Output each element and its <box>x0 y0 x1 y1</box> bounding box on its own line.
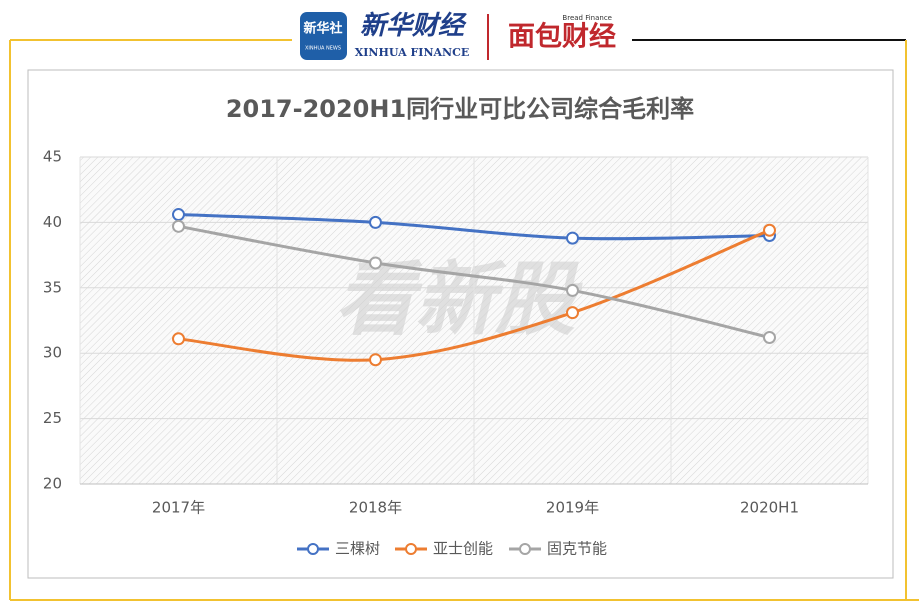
logo-text: 新华社 <box>303 21 342 37</box>
x-tick-label: 2017年 <box>152 499 205 517</box>
y-tick-label: 25 <box>43 409 62 427</box>
point <box>763 331 776 345</box>
point <box>172 208 185 222</box>
y-tick-label: 20 <box>43 475 62 493</box>
point <box>369 353 382 367</box>
point <box>172 219 185 233</box>
legend-marker <box>307 543 319 555</box>
y-tick-label: 30 <box>43 344 62 362</box>
logo-text: 面包财经 <box>508 21 616 53</box>
legend-marker <box>519 543 531 555</box>
point <box>369 215 382 229</box>
legend-label: 亚士创能 <box>433 540 493 558</box>
point <box>369 256 382 270</box>
x-tick-label: 2020H1 <box>740 499 799 517</box>
logo-text: Bread Finance <box>562 14 612 22</box>
point <box>566 231 579 245</box>
chart-title: 2017-2020H1同行业可比公司综合毛利率 <box>226 95 694 123</box>
point <box>566 306 579 320</box>
series-line <box>178 224 770 339</box>
logo-text: XINHUA NEWS <box>305 46 341 52</box>
x-tick-label: 2019年 <box>546 499 599 517</box>
x-tick-label: 2018年 <box>349 499 402 517</box>
point <box>172 332 185 346</box>
point <box>566 283 579 297</box>
legend-label: 三棵树 <box>335 540 380 558</box>
logo-text: 新华财经 <box>360 11 467 41</box>
logo-box <box>300 12 347 60</box>
series-line <box>178 228 771 362</box>
legend-label: 固克节能 <box>547 540 607 558</box>
series-line <box>178 213 770 241</box>
point <box>763 223 776 237</box>
y-tick-label: 35 <box>43 278 62 296</box>
y-tick-label: 45 <box>43 148 62 166</box>
logo-text: XINHUA FINANCE <box>355 46 470 59</box>
y-tick-label: 40 <box>43 213 62 231</box>
legend-marker <box>405 543 417 555</box>
